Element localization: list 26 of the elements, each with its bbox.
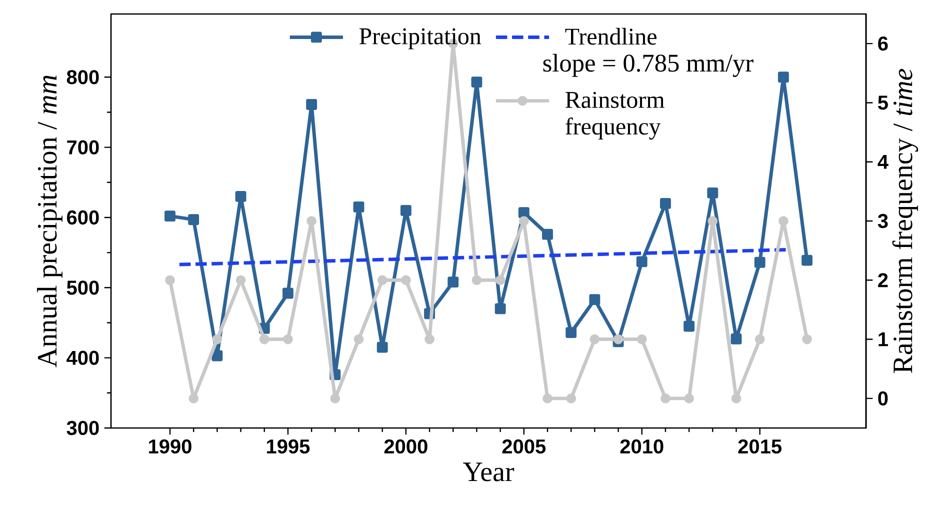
y2-tick-label: 3 [878,214,888,228]
x-tick-label: 1990 [148,439,192,454]
y2-tick-label: 1 [878,332,888,346]
y2-axis-title: Rainstorm frequency / time [892,68,918,373]
x-tick-label: 2005 [502,439,546,454]
y-tick-label: 800 [66,70,99,84]
y2-tick-label: 0 [878,391,888,406]
x-axis-title: Year [463,462,514,482]
annotation: slope = 0.785 mm/yr [543,54,754,77]
y-tick-label: 500 [66,280,99,295]
y2-tick-label: 4 [878,154,888,169]
x-tick-label: 2015 [738,439,782,454]
x-tick-label: 2010 [620,439,664,454]
y-tick-label: 700 [67,140,99,154]
y2-tick-label: 2 [878,273,888,288]
y-axis-title: Annual precipitation / mm [37,76,62,368]
legend-label: Rainstorm frequency [566,92,664,140]
legend-label: Precipitation [359,28,482,50]
x-tick-label: 2000 [384,439,428,454]
y-tick-label: 400 [66,350,99,365]
legend-label: Trendline [565,28,656,45]
y-tick-label: 600 [66,210,99,225]
x-tick-label: 1995 [266,439,310,454]
y-tick-label: 300 [66,420,99,436]
y2-tick-label: 6 [878,36,888,51]
y2-tick-label: 5 [878,96,888,110]
